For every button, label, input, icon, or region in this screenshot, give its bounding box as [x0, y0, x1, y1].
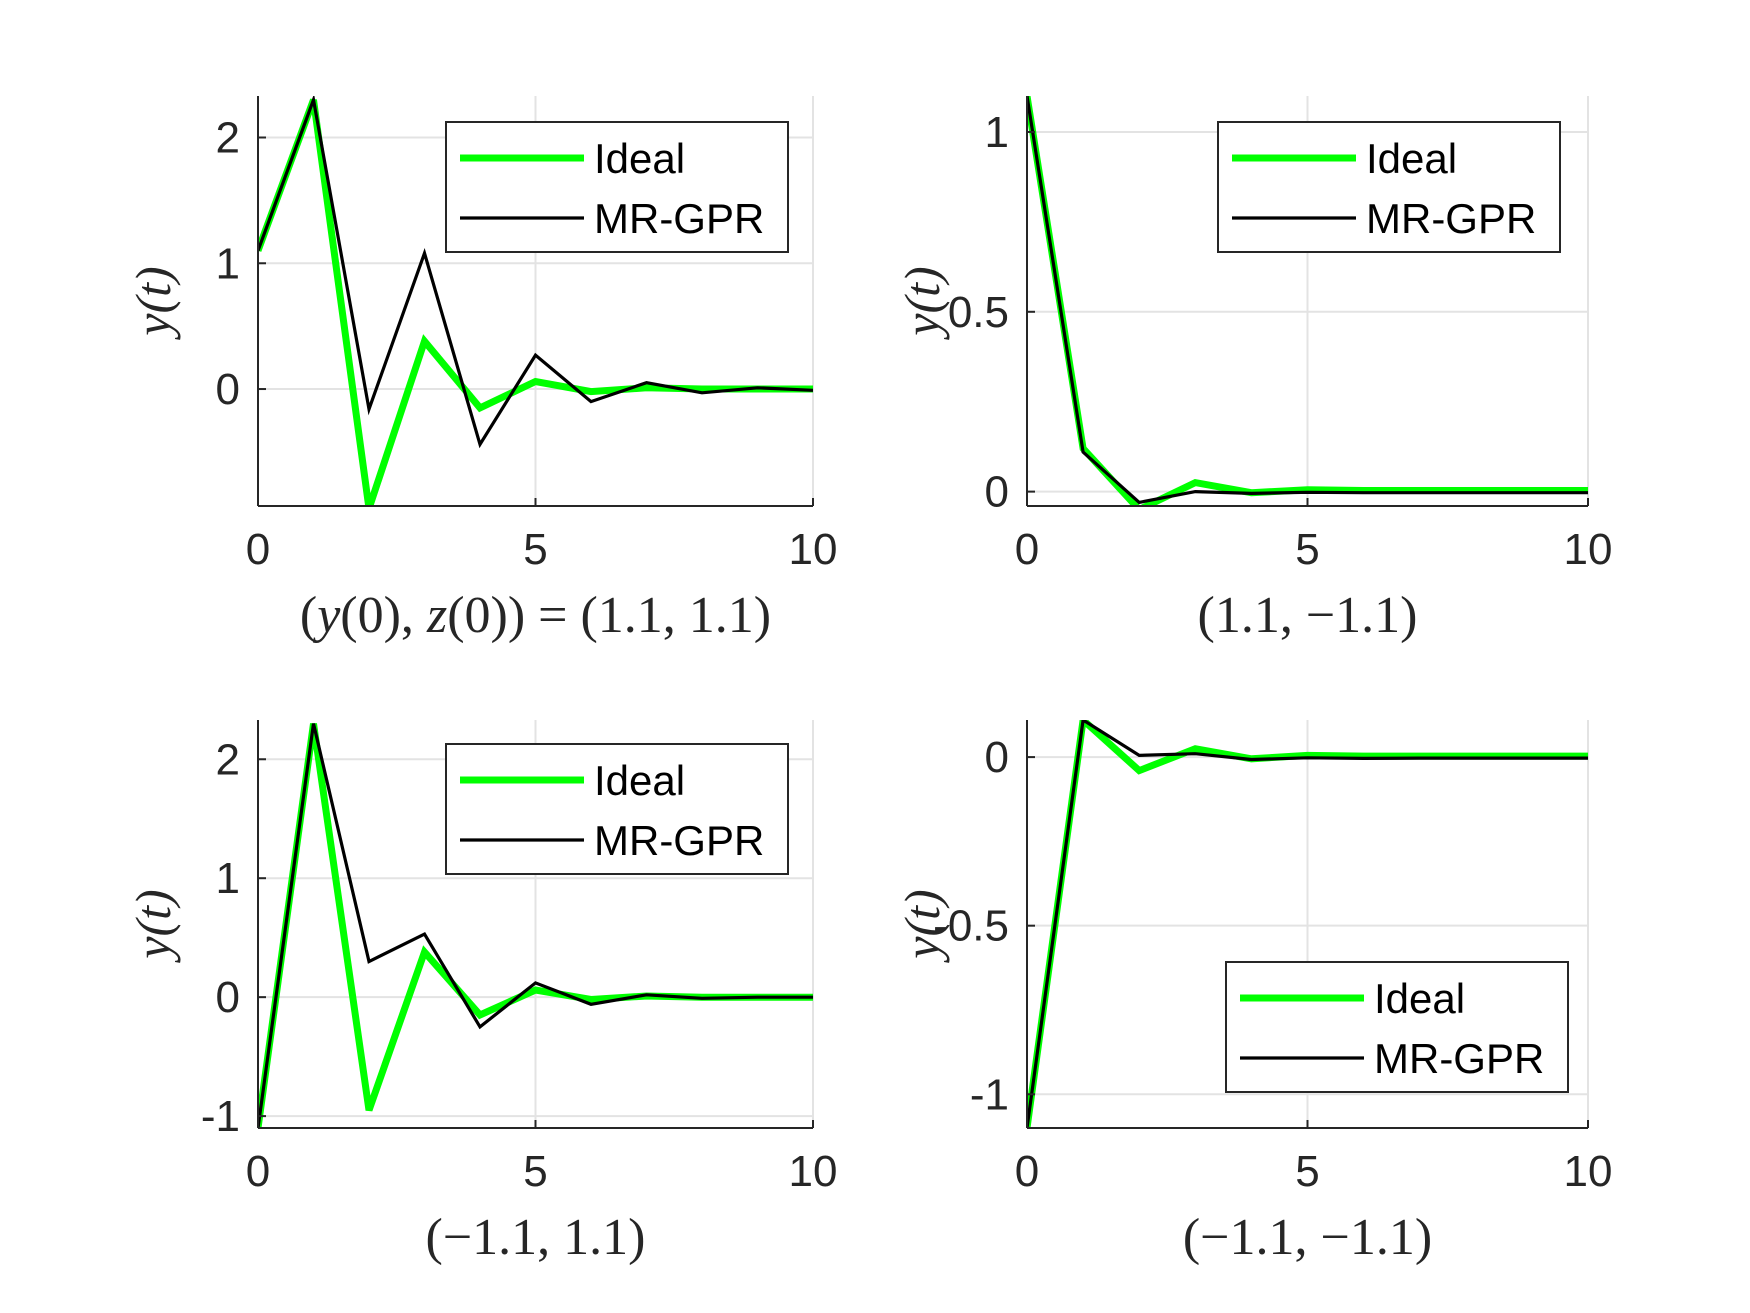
legend-label-mr-gpr: MR-GPR: [1374, 1035, 1544, 1082]
legend: Ideal MR-GPR: [1217, 121, 1561, 253]
x-tick-label: 10: [1564, 1147, 1613, 1196]
series-line-mr-gpr: [258, 723, 813, 1128]
y-tick-label: -0.5: [933, 902, 1009, 951]
x-tick-label: 10: [1564, 525, 1613, 574]
y-axis-label: y(t): [894, 889, 950, 963]
legend-label-mr-gpr: MR-GPR: [594, 195, 764, 242]
subplot-4: 0 5 10 -1 -0.5 0 (−1.1, −1.1) y(t) Ideal MR-GPR: [894, 720, 1612, 1266]
y-tick-label: 1: [985, 108, 1009, 157]
x-tick-label: 0: [246, 1147, 270, 1196]
y-tick-label: -1: [970, 1070, 1009, 1119]
series-group: [258, 96, 813, 506]
legend-label-mr-gpr: MR-GPR: [594, 817, 764, 864]
series-line-mr-gpr: [1027, 96, 1588, 505]
x-tick-label: 0: [246, 525, 270, 574]
x-axis-label: (1.1, −1.1): [1198, 587, 1418, 644]
series-line-mr-gpr: [1027, 720, 1588, 1128]
legend: Ideal MR-GPR: [445, 743, 789, 875]
y-tick-label: 2: [216, 114, 240, 163]
y-tick-label: 0: [985, 468, 1009, 517]
y-tick-label: 0: [216, 365, 240, 414]
x-tick-label: 0: [1015, 525, 1039, 574]
y-axis-label: y(t): [125, 889, 181, 963]
series-group: [258, 723, 813, 1128]
subplot-2: 0 5 10 0 0.5 1 (1.1, −1.1) y(t) Ideal MR-GPR: [894, 96, 1612, 644]
y-tick-label: -1: [201, 1092, 240, 1141]
subplot-1: 0 5 10 0 1 2 (y(0), z(0)) = (1.1, 1.1) y(t) Idea…: [125, 96, 837, 644]
series-group: [1027, 96, 1588, 506]
y-tick-label: 0: [985, 733, 1009, 782]
legend-box: [445, 121, 789, 253]
series-line-mr-gpr: [258, 96, 813, 449]
x-tick-label: 0: [1015, 1147, 1039, 1196]
x-axis-label: (−1.1, 1.1): [426, 1209, 646, 1266]
y-tick-label: 2: [216, 735, 240, 784]
legend-box: [1225, 961, 1569, 1093]
series-group: [1027, 720, 1588, 1128]
x-tick-label: 5: [523, 525, 547, 574]
y-axis-label: y(t): [125, 266, 181, 340]
x-tick-label: 5: [1295, 525, 1319, 574]
x-axis-label: (−1.1, −1.1): [1183, 1209, 1432, 1266]
x-tick-label: 10: [789, 525, 838, 574]
y-tick-label: 1: [216, 854, 240, 903]
legend: Ideal MR-GPR: [445, 121, 789, 253]
y-tick-label: 1: [216, 239, 240, 288]
series-line-ideal: [1027, 96, 1588, 506]
legend: Ideal MR-GPR: [1225, 961, 1569, 1093]
x-tick-label: 10: [789, 1147, 838, 1196]
y-tick-label: 0.5: [948, 288, 1009, 337]
legend-box: [445, 743, 789, 875]
series-line-ideal: [258, 98, 813, 506]
legend-label-ideal: Ideal: [1366, 135, 1457, 182]
legend-box: [1217, 121, 1561, 253]
series-line-ideal: [1027, 720, 1588, 1128]
x-tick-label: 5: [1295, 1147, 1319, 1196]
legend-label-mr-gpr: MR-GPR: [1366, 195, 1536, 242]
legend-label-ideal: Ideal: [594, 757, 685, 804]
y-tick-label: 0: [216, 973, 240, 1022]
legend-label-ideal: Ideal: [594, 135, 685, 182]
legend-label-ideal: Ideal: [1374, 975, 1465, 1022]
x-tick-label: 5: [523, 1147, 547, 1196]
y-axis-label: y(t): [894, 266, 950, 340]
x-axis-label: (y(0), z(0)) = (1.1, 1.1): [300, 587, 771, 644]
